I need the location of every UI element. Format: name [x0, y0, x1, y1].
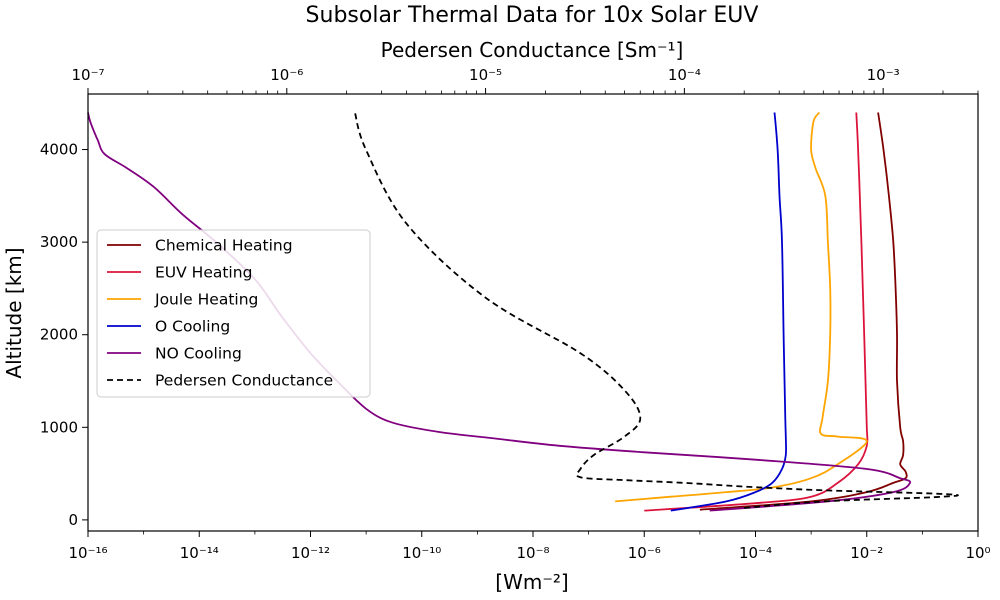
y-tick-label: 2000 — [40, 326, 78, 344]
y-tick-label: 1000 — [40, 418, 78, 436]
series-line-joule-heating — [615, 111, 868, 503]
legend-label: Pedersen Conductance — [155, 372, 333, 390]
legend-label: Joule Heating — [154, 291, 258, 309]
y-tick-label: 3000 — [40, 233, 78, 251]
series-line-pedersen-conductance — [354, 112, 959, 509]
x-tick-label: 10⁰ — [965, 544, 990, 562]
x-tick-label: 10⁻⁸ — [516, 544, 549, 562]
legend-label: Chemical Heating — [155, 237, 293, 255]
top-tick-label: 10⁻³ — [867, 66, 900, 84]
x-tick-label: 10⁻¹⁴ — [180, 544, 219, 562]
y-tick-label: 0 — [68, 511, 78, 529]
series-line-o-cooling — [670, 112, 787, 512]
x-tick-label: 10⁻⁴ — [739, 544, 772, 562]
legend-label: EUV Heating — [155, 264, 252, 282]
chart-title: Subsolar Thermal Data for 10x Solar EUV — [306, 3, 759, 28]
legend-label: O Cooling — [155, 318, 230, 336]
y-axis-label: Altitude [km] — [2, 247, 26, 378]
x-tick-label: 10⁻⁶ — [628, 544, 661, 562]
x-tick-label: 10⁻¹⁶ — [68, 544, 107, 562]
series-line-euv-heating — [644, 112, 869, 512]
x-axis-label: [Wm⁻²] — [495, 570, 568, 594]
series-line-chemical-heating — [699, 112, 908, 511]
top-tick-label: 10⁻⁶ — [270, 66, 303, 84]
x-tick-label: 10⁻² — [850, 544, 883, 562]
y-tick-label: 4000 — [40, 141, 78, 159]
x-tick-label: 10⁻¹² — [291, 544, 330, 562]
legend: Chemical Heating EUV Heating Joule Heating… — [96, 229, 371, 398]
top-tick-label: 10⁻⁵ — [469, 66, 502, 84]
top-tick-label: 10⁻⁴ — [668, 66, 701, 84]
top-tick-label: 10⁻⁷ — [71, 66, 104, 84]
legend-label: NO Cooling — [155, 345, 242, 363]
legend-box — [96, 229, 371, 398]
series-line-no-cooling — [87, 112, 912, 512]
top-axis-label: Pedersen Conductance [Sm⁻¹] — [381, 38, 684, 62]
x-tick-label: 10⁻¹⁰ — [402, 544, 441, 562]
